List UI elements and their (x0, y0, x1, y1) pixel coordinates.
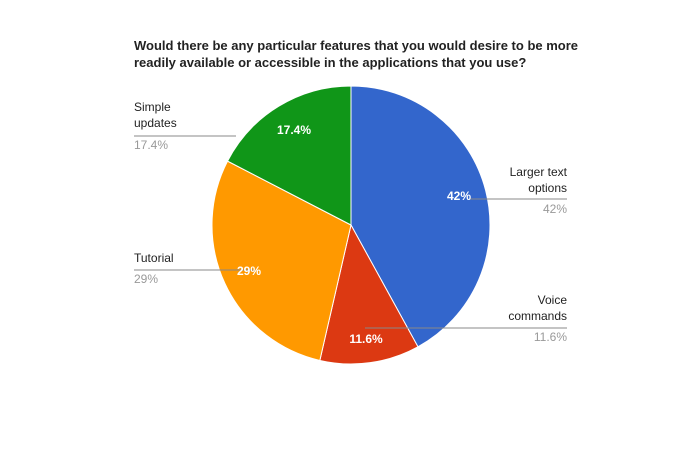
pie-slice-tutorial[interactable] (211, 160, 352, 362)
slice-value-label: 11.6% (349, 332, 383, 346)
slice-value-label: 29% (237, 264, 261, 278)
legend-label: Larger text options (510, 165, 568, 195)
pie-slice-voice-commands[interactable] (319, 223, 419, 365)
legend-label: Simple updates (134, 100, 177, 130)
legend-percent: 29% (134, 272, 158, 286)
slice-value-label: 17.4% (277, 123, 311, 137)
legend-percent: 42% (543, 202, 567, 216)
slice-value-label: 42% (447, 189, 471, 203)
pie-slice-simple-updates[interactable] (226, 85, 352, 226)
legend-label: Voice commands (508, 293, 567, 323)
legend-label: Tutorial (134, 251, 174, 265)
pie-slice-larger-text-options[interactable] (350, 85, 491, 348)
chart-title: Would there be any particular features t… (134, 38, 579, 70)
legend-percent: 11.6% (534, 330, 567, 344)
legend-percent: 17.4% (134, 138, 168, 152)
